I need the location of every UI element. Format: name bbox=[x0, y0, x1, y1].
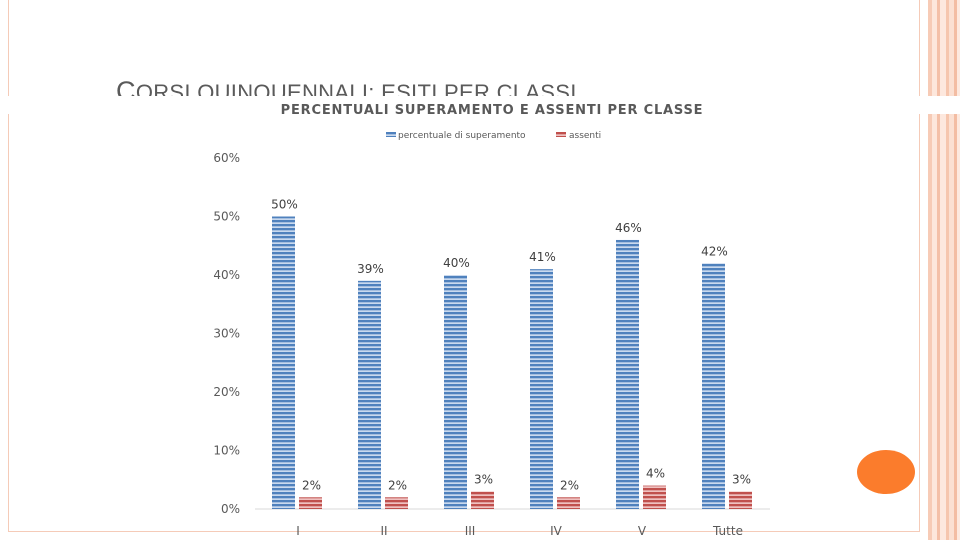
bar-assenti bbox=[299, 497, 322, 509]
data-label-superamento: 46% bbox=[615, 221, 642, 235]
data-label-assenti: 2% bbox=[388, 478, 407, 492]
x-tick-label: Tutte bbox=[712, 524, 743, 538]
bar-superamento bbox=[358, 280, 381, 509]
bar-assenti bbox=[643, 485, 666, 509]
x-tick-label: III bbox=[465, 524, 476, 538]
legend-label-superamento: percentuale di superamento bbox=[398, 131, 526, 141]
decorative-side-stripes bbox=[928, 0, 960, 540]
bar-superamento bbox=[616, 239, 639, 509]
data-label-assenti: 2% bbox=[302, 478, 321, 492]
bar-superamento bbox=[444, 275, 467, 509]
orange-circle-decoration bbox=[857, 450, 915, 494]
y-tick-label: 20% bbox=[213, 385, 240, 399]
bar-superamento bbox=[702, 263, 725, 509]
x-tick-label: IV bbox=[550, 524, 563, 538]
data-label-superamento: 41% bbox=[529, 250, 556, 264]
data-label-assenti: 3% bbox=[732, 472, 751, 486]
slide-frame bbox=[8, 0, 920, 532]
bar-assenti bbox=[557, 497, 580, 509]
x-tick-label: V bbox=[638, 524, 647, 538]
bar-assenti bbox=[471, 491, 494, 509]
data-label-assenti: 3% bbox=[474, 472, 493, 486]
legend-swatch-assenti bbox=[556, 132, 566, 137]
x-tick-label: II bbox=[380, 524, 387, 538]
legend-label-assenti: assenti bbox=[569, 131, 601, 141]
y-tick-label: 30% bbox=[213, 327, 240, 341]
data-label-assenti: 2% bbox=[560, 478, 579, 492]
legend-swatch-superamento bbox=[386, 132, 396, 137]
data-label-superamento: 40% bbox=[443, 256, 470, 270]
y-tick-label: 60% bbox=[213, 151, 240, 165]
y-tick-label: 50% bbox=[213, 210, 240, 224]
chart-title: PERCENTUALI SUPERAMENTO E ASSENTI PER CL… bbox=[281, 103, 704, 118]
data-label-superamento: 42% bbox=[701, 244, 728, 258]
x-tick-label: I bbox=[296, 524, 300, 538]
y-tick-label: 40% bbox=[213, 268, 240, 282]
bar-superamento bbox=[530, 269, 553, 509]
bar-assenti bbox=[729, 491, 752, 509]
chart-title-backdrop bbox=[0, 96, 960, 114]
bar-assenti bbox=[385, 497, 408, 509]
y-tick-label: 10% bbox=[213, 444, 240, 458]
data-label-superamento: 50% bbox=[271, 198, 298, 212]
data-label-superamento: 39% bbox=[357, 262, 384, 276]
bar-superamento bbox=[272, 216, 295, 509]
data-label-assenti: 4% bbox=[646, 467, 665, 481]
y-tick-label: 0% bbox=[221, 502, 240, 516]
